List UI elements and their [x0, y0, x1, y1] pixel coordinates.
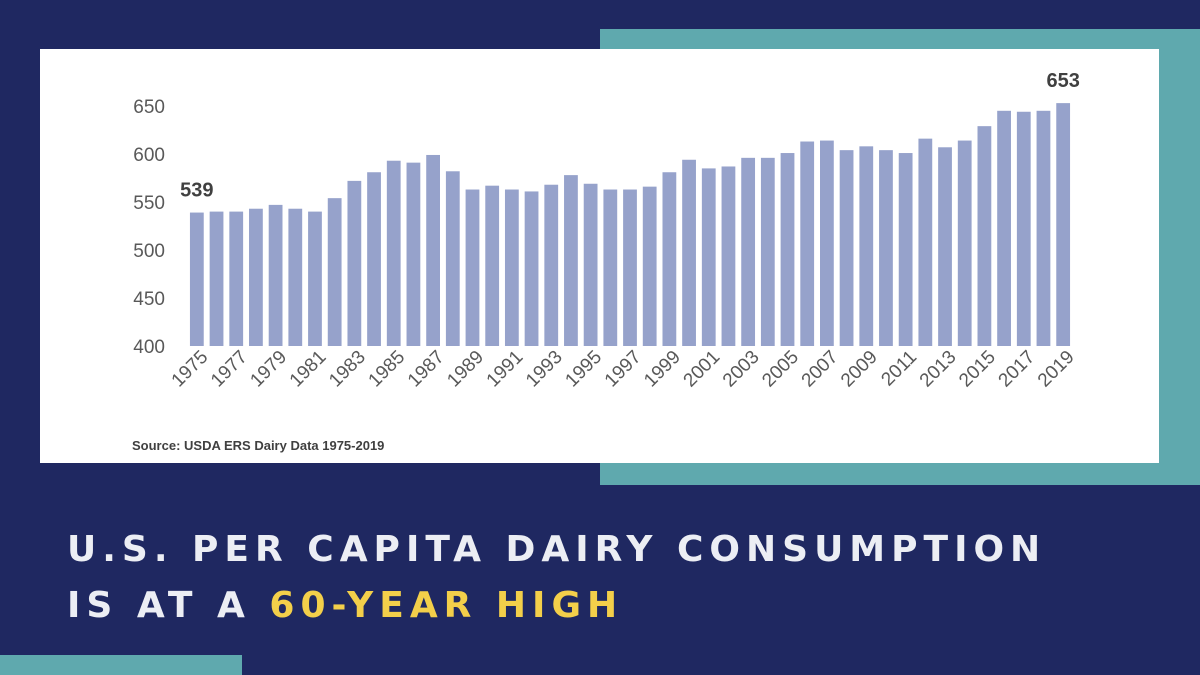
bar-1990	[485, 185, 500, 346]
x-tick-label: 2005	[758, 347, 803, 392]
bar-1999	[662, 172, 677, 346]
y-tick-label: 500	[133, 241, 165, 262]
x-tick-label: 2007	[798, 347, 843, 392]
bar-2019	[1056, 103, 1071, 346]
bar-2013	[938, 147, 952, 346]
x-tick-label: 2003	[719, 347, 764, 392]
bar-1992	[524, 191, 539, 346]
bar-2017	[1016, 111, 1031, 346]
x-tick-label: 1981	[286, 347, 331, 392]
bar-1989	[465, 189, 480, 346]
bar-1996	[603, 189, 618, 346]
bar-1980	[288, 208, 303, 346]
bar-2005	[780, 153, 795, 346]
bar-2004	[760, 157, 775, 346]
data-label: 653	[1046, 70, 1079, 92]
x-tick-label: 1987	[404, 347, 449, 392]
bar-2006	[800, 141, 815, 346]
x-tick-label: 1979	[246, 347, 291, 392]
bar-1982	[327, 198, 342, 346]
bar-1995	[583, 183, 598, 346]
bar-2010	[879, 150, 893, 346]
x-tick-label: 1983	[325, 347, 370, 392]
headline-line-2: IS AT A 60-YEAR HIGH	[67, 578, 1046, 634]
x-tick-label: 2011	[877, 347, 921, 391]
bar-2015	[977, 126, 992, 346]
bar-2008	[839, 150, 854, 346]
bar-2014	[957, 140, 972, 346]
bar-1991	[504, 189, 519, 346]
bar-2016	[997, 110, 1011, 346]
bar-1987	[426, 154, 441, 346]
source-note: Source: USDA ERS Dairy Data 1975-2019	[132, 438, 385, 453]
bar-1975	[189, 212, 204, 346]
bar-1981	[308, 211, 322, 346]
bar-1986	[406, 162, 421, 346]
x-tick-label: 1991	[483, 347, 528, 392]
chart-card: 400 450 500 550 600 650 1975 1977 1979 1981 1983 19…	[40, 49, 1159, 463]
bar-1998	[642, 186, 657, 346]
x-tick-label: 1977	[207, 347, 252, 392]
x-tick-label: 2017	[995, 347, 1040, 392]
bar-chart: 4004505005506006501975197719791981198319…	[133, 70, 1080, 392]
bar-1997	[623, 189, 637, 346]
x-tick-label: 1999	[640, 347, 685, 392]
x-tick-label: 2001	[680, 347, 725, 392]
y-tick-label: 600	[133, 145, 165, 166]
bar-1985	[386, 160, 401, 346]
bar-2002	[721, 166, 736, 346]
x-tick-label: 1993	[522, 347, 567, 392]
bar-2003	[741, 157, 756, 346]
x-tick-label: 2019	[1034, 347, 1079, 392]
bar-2012	[918, 138, 933, 346]
headline-line-1: U.S. PER CAPITA DAIRY CONSUMPTION	[67, 529, 1047, 570]
bar-1976	[209, 211, 224, 346]
bar-2009	[859, 146, 874, 346]
bar-2011	[898, 153, 913, 346]
bar-2000	[682, 159, 696, 346]
x-tick-label: 1975	[168, 347, 213, 392]
x-tick-label: 1989	[443, 347, 488, 392]
y-tick-label: 400	[133, 337, 165, 358]
x-tick-label: 2015	[955, 347, 1000, 392]
bar-1993	[544, 184, 559, 346]
bar-1994	[564, 175, 578, 346]
data-label: 539	[180, 180, 213, 202]
x-tick-label: 1995	[561, 347, 606, 392]
bar-1988	[445, 171, 460, 346]
bar-1979	[268, 204, 283, 346]
bar-1978	[249, 208, 263, 346]
bar-1977	[229, 211, 244, 346]
bar-2001	[701, 168, 716, 346]
y-tick-label: 450	[133, 289, 165, 310]
headline: U.S. PER CAPITA DAIRY CONSUMPTION IS AT …	[67, 522, 1046, 634]
bar-2018	[1036, 110, 1051, 346]
y-tick-label: 550	[133, 193, 165, 214]
x-tick-label: 2013	[916, 347, 961, 392]
headline-line-2-prefix: IS AT A	[67, 585, 270, 626]
y-tick-label: 650	[133, 97, 165, 118]
x-tick-label: 1985	[365, 347, 410, 392]
x-tick-label: 2009	[837, 347, 882, 392]
bar-1984	[367, 172, 381, 346]
headline-highlight: 60-YEAR HIGH	[269, 585, 624, 626]
bar-2007	[819, 140, 834, 346]
bar-1983	[347, 180, 362, 346]
x-tick-label: 1997	[601, 347, 646, 392]
teal-accent-strip	[0, 655, 242, 675]
